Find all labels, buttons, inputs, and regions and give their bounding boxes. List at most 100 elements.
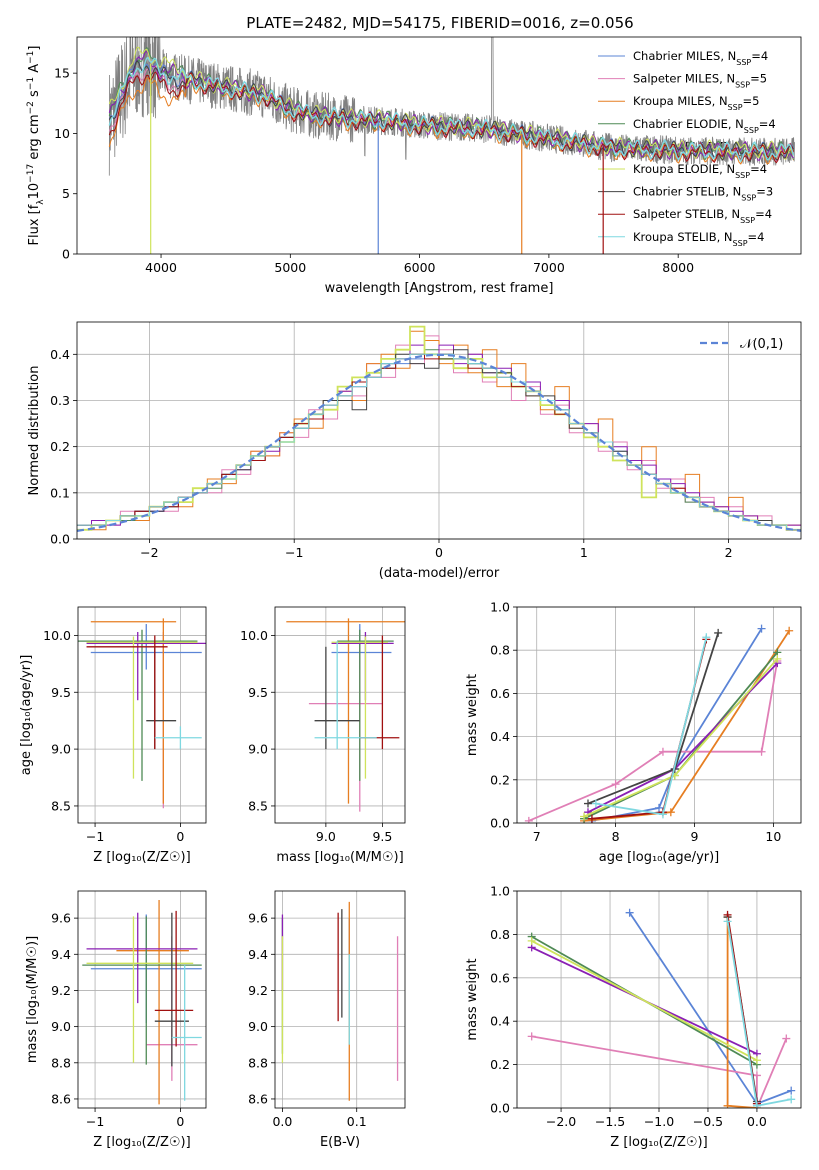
plot-area (78, 618, 206, 809)
y-tick-label: 0.8 (490, 643, 510, 658)
y-tick-label: 5 (62, 186, 70, 201)
y-axis-label: mass weight (465, 674, 480, 756)
axes-frame (76, 36, 802, 255)
x-tick-label: 0.1 (347, 1114, 367, 1129)
series-marker (757, 624, 766, 633)
y-tick-label: 0.0 (490, 816, 510, 831)
panel-mass-vs-ebv: 0.0 0.1 8.6 8.8 9.0 9.2 9.4 9.6 E(B-V) (248, 890, 406, 1150)
y-tick-label: 9.6 (51, 911, 71, 926)
x-axis-label: E(B-V) (320, 1135, 360, 1150)
figure-title: PLATE=2482, MJD=54175, FIBERID=0016, z=0… (246, 14, 633, 32)
series-marker (527, 936, 536, 945)
series-line (531, 1035, 788, 1108)
y-tick-label: 0.2 (50, 439, 70, 454)
panel-mass-weight-vs-z: −2.0 −1.5 −1.0 −0.5 0.0 0.0 0.2 0.4 0.6 0.8 1.0 Z [… (465, 884, 802, 1150)
series-marker (782, 1034, 791, 1043)
y-tick-label: 9.5 (51, 685, 71, 700)
residual-legend-label: 𝒩(0,1) (740, 337, 783, 352)
y-tick-label: 9.5 (248, 685, 268, 700)
series-marker (524, 816, 533, 823)
x-tick-label: 9.0 (316, 829, 336, 844)
x-axis-label: Z [log₁₀(Z/Z☉)] (93, 850, 190, 865)
y-tick-label: 9.4 (51, 947, 71, 962)
series-marker (752, 1071, 761, 1080)
legend-label: Kroupa MILES, NSSP=5 (633, 94, 759, 112)
y-tick-label: 0.0 (50, 532, 70, 547)
panel-age-vs-mass: 9.0 9.5 8.5 9.0 9.5 10.0 mass [log₁₀(M/M☉)] (240, 606, 406, 865)
x-tick-label: 5000 (274, 260, 306, 275)
x-axis-label: (data-model)/error (379, 566, 500, 581)
y-tick-label: 9.4 (248, 947, 268, 962)
y-tick-label: 8.5 (248, 798, 268, 813)
plot-area (524, 624, 794, 823)
x-axis-label: Z [log₁₀(Z/Z☉)] (610, 1135, 707, 1150)
y-axis-label: Flux [fλ10−17 erg cm−2 s−1 A−1] (26, 46, 46, 246)
series-marker (723, 917, 732, 926)
y-tick-label: 1.0 (490, 600, 510, 615)
x-tick-label: 6000 (404, 260, 436, 275)
series-marker (666, 808, 675, 817)
series-marker (787, 1086, 796, 1095)
plot-area (82, 900, 202, 1105)
series-marker (658, 810, 667, 819)
series-marker (702, 633, 711, 642)
y-tick-label: 9.0 (248, 1019, 268, 1034)
y-tick-label: 9.0 (51, 1019, 71, 1034)
axes-frame (516, 890, 802, 1109)
legend-label: Salpeter STELIB, NSSP=4 (633, 207, 772, 225)
y-tick-label: 1.0 (490, 884, 510, 899)
y-tick-label: 10.0 (240, 628, 268, 643)
series-marker (591, 799, 600, 808)
y-tick-label: 0.4 (490, 729, 510, 744)
x-tick-label: 7 (533, 829, 541, 844)
y-tick-label: 0.6 (490, 970, 510, 985)
axes-frame (274, 890, 406, 1109)
y-tick-label: 8.5 (51, 798, 71, 813)
y-tick-label: 0.8 (490, 927, 510, 942)
y-tick-label: 0.2 (490, 1057, 510, 1072)
x-tick-label: −0.5 (693, 1114, 723, 1129)
y-tick-label: 8.6 (248, 1091, 268, 1106)
legend-label: Kroupa ELODIE, NSSP=4 (633, 162, 767, 180)
legend-label: Kroupa STELIB, NSSP=4 (633, 230, 764, 248)
series-marker (658, 747, 667, 756)
plot-area (77, 325, 801, 532)
series-marker (787, 1095, 796, 1104)
y-axis-label: mass [log₁₀(M/M☉)] (25, 936, 40, 1063)
x-tick-label: 4000 (145, 260, 177, 275)
y-tick-label: 0.2 (490, 772, 510, 787)
spectrum-model-line (108, 59, 794, 163)
y-tick-label: 0.0 (490, 1101, 510, 1116)
y-tick-label: 0.4 (50, 347, 70, 362)
spectrum-model-line (108, 77, 794, 165)
axes-frame (274, 606, 406, 824)
plot-area (286, 618, 405, 812)
y-tick-label: 10 (54, 126, 70, 141)
y-tick-label: 8.8 (51, 1055, 71, 1070)
y-tick-label: 10.0 (43, 628, 71, 643)
y-tick-label: 0.6 (490, 686, 510, 701)
x-tick-label: 1 (580, 545, 588, 560)
panel-mass-weight-vs-age: 7 8 9 10 0.0 0.2 0.4 0.6 0.8 1.0 age [log₁₀(age/yr… (465, 600, 802, 865)
panel-mass-vs-z: −1 0 8.6 8.8 9.0 9.2 9.4 9.6 Z [log₁₀(Z/Z☉)] mass… (25, 890, 207, 1150)
x-tick-label: 2 (725, 545, 733, 560)
spectrum-model-line (108, 46, 794, 161)
x-tick-label: 8000 (662, 260, 694, 275)
series-marker (757, 747, 766, 756)
y-axis-label: Normed distribution (27, 366, 42, 496)
legend-label: Chabrier MILES, NSSP=4 (633, 49, 768, 67)
y-tick-label: 8.6 (51, 1091, 71, 1106)
y-tick-label: 9.2 (248, 983, 268, 998)
x-tick-label: −1.5 (595, 1114, 625, 1129)
x-tick-label: 0.0 (272, 1114, 292, 1129)
series-marker (625, 908, 634, 917)
plot-area (527, 908, 796, 1108)
axes-frame (516, 606, 802, 824)
y-tick-label: 0.4 (490, 1014, 510, 1029)
series-marker (752, 1101, 761, 1108)
x-tick-label: −1 (86, 1114, 104, 1129)
y-tick-label: 9.0 (248, 742, 268, 757)
x-tick-label: −1 (86, 829, 104, 844)
panel-spectrum: 4000 5000 6000 7000 8000 0 5 10 15 wavelength [An… (26, 36, 802, 296)
panel-age-vs-z: −1 0 8.5 9.0 9.5 10.0 Z [log₁₀(Z/Z☉)] age [log₁… (19, 606, 207, 865)
